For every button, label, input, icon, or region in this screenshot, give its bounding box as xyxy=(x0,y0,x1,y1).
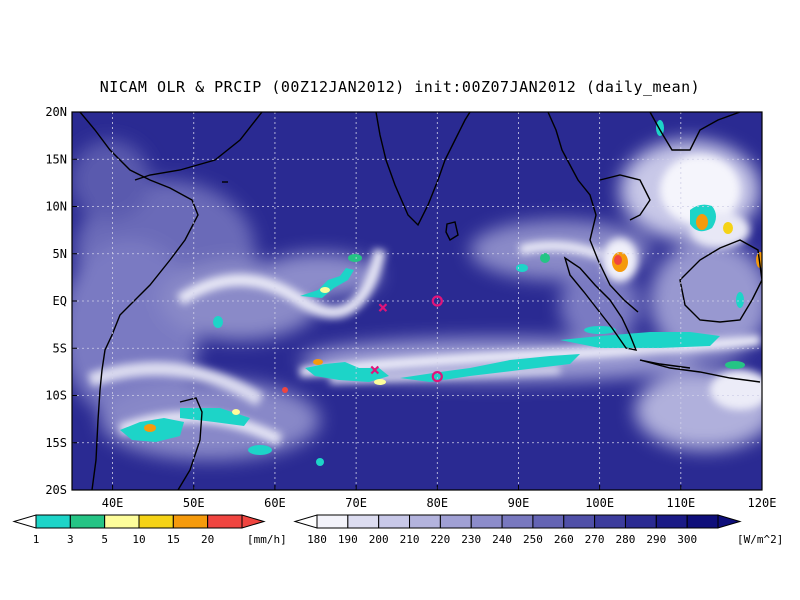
lat-tick-label: 5S xyxy=(53,341,67,355)
colorbar-swatch xyxy=(378,514,411,529)
colorbar-label: 290 xyxy=(646,533,666,546)
colorbar-label: 190 xyxy=(338,533,358,546)
circle-marker xyxy=(431,295,443,307)
circle-marker xyxy=(431,371,443,383)
colorbar-label: 10 xyxy=(132,533,145,546)
lat-tick-label: 10S xyxy=(45,389,67,403)
colorbar-swatch xyxy=(624,514,657,529)
colorbar-swatch xyxy=(594,514,626,529)
lat-tick-label: 20N xyxy=(45,105,67,119)
colorbar-swatch xyxy=(138,514,174,529)
lon-tick-label: 120E xyxy=(748,496,777,510)
colorbar-label: 250 xyxy=(523,533,543,546)
map-field xyxy=(72,112,762,490)
colorbar-label: 240 xyxy=(492,533,512,546)
lat-tick-label: 5N xyxy=(53,247,67,261)
colorbar-swatch xyxy=(104,514,140,529)
colorbar-swatch xyxy=(35,514,71,529)
colorbar-high-arrow xyxy=(717,514,742,529)
colorbar-label: 20 xyxy=(201,533,214,546)
lat-tick-label: 15N xyxy=(45,152,67,166)
colorbar-unit: [mm/h] xyxy=(247,533,287,546)
colorbar-low-arrow xyxy=(12,514,37,529)
colorbar-swatch xyxy=(172,514,209,529)
colorbar-swatch xyxy=(69,514,106,529)
lon-tick-label: 110E xyxy=(666,496,695,510)
map-title: NICAM OLR & PRCIP (00Z12JAN2012) init:00… xyxy=(99,78,701,96)
colorbar-low-arrow xyxy=(293,514,318,529)
lat-tick-label: 10N xyxy=(45,200,67,214)
colorbar-label: 180 xyxy=(307,533,327,546)
lon-tick-label: 40E xyxy=(102,496,124,510)
colorbar-swatch xyxy=(347,514,380,529)
lon-tick-label: 100E xyxy=(585,496,614,510)
colorbar-swatch xyxy=(501,514,534,529)
colorbar-swatch xyxy=(207,514,243,529)
colorbar-swatch xyxy=(439,514,472,529)
colorbar-swatch xyxy=(316,514,349,529)
colorbar-label: 200 xyxy=(369,533,389,546)
cross-marker xyxy=(370,365,380,375)
axis-labels: 40E 50E 60E 70E 80E 90E 100E 110E 120E 20N 15N 10N 5… xyxy=(45,105,776,510)
axis-ticks xyxy=(72,111,763,491)
gridlines xyxy=(72,112,762,490)
lon-tick-label: 60E xyxy=(264,496,286,510)
colorbar-label: 3 xyxy=(67,533,74,546)
colorbar-swatch xyxy=(655,514,688,529)
colorbar-unit: [W/m^2] xyxy=(737,533,783,546)
colorbar-label: 220 xyxy=(430,533,450,546)
colorbar-label: 280 xyxy=(616,533,636,546)
lat-tick-label: 20S xyxy=(45,483,67,497)
olr-colorbar: 180 190 200 210 220 230 240 250 260 270 280 290 300 [… xyxy=(293,514,783,546)
colorbar-high-arrow xyxy=(241,514,266,529)
colorbar-label: 1 xyxy=(33,533,40,546)
precip-colorbar: 1 3 5 10 15 20 [mm/h] xyxy=(12,514,287,546)
colorbar-swatch xyxy=(532,514,565,529)
lon-tick-label: 50E xyxy=(183,496,205,510)
colorbar-swatch xyxy=(470,514,503,529)
lat-tick-label: 15S xyxy=(45,436,67,450)
lat-tick-label: EQ xyxy=(53,294,67,308)
colorbar-label: 210 xyxy=(400,533,420,546)
colorbar-label: 270 xyxy=(585,533,605,546)
lon-tick-label: 90E xyxy=(508,496,530,510)
colorbar-label: 15 xyxy=(167,533,180,546)
cross-marker xyxy=(378,303,388,312)
colorbar-swatch xyxy=(409,514,441,529)
lon-tick-label: 80E xyxy=(426,496,448,510)
colorbar-label: 300 xyxy=(677,533,697,546)
colorbar-swatch xyxy=(563,514,596,529)
lon-tick-label: 70E xyxy=(345,496,367,510)
colorbar-swatch xyxy=(686,514,719,529)
precip-cells xyxy=(120,120,762,466)
colorbar-label: 230 xyxy=(461,533,481,546)
colorbar-label: 260 xyxy=(554,533,574,546)
coastlines xyxy=(79,112,762,490)
colorbar-label: 5 xyxy=(101,533,108,546)
station-markers xyxy=(370,295,443,383)
